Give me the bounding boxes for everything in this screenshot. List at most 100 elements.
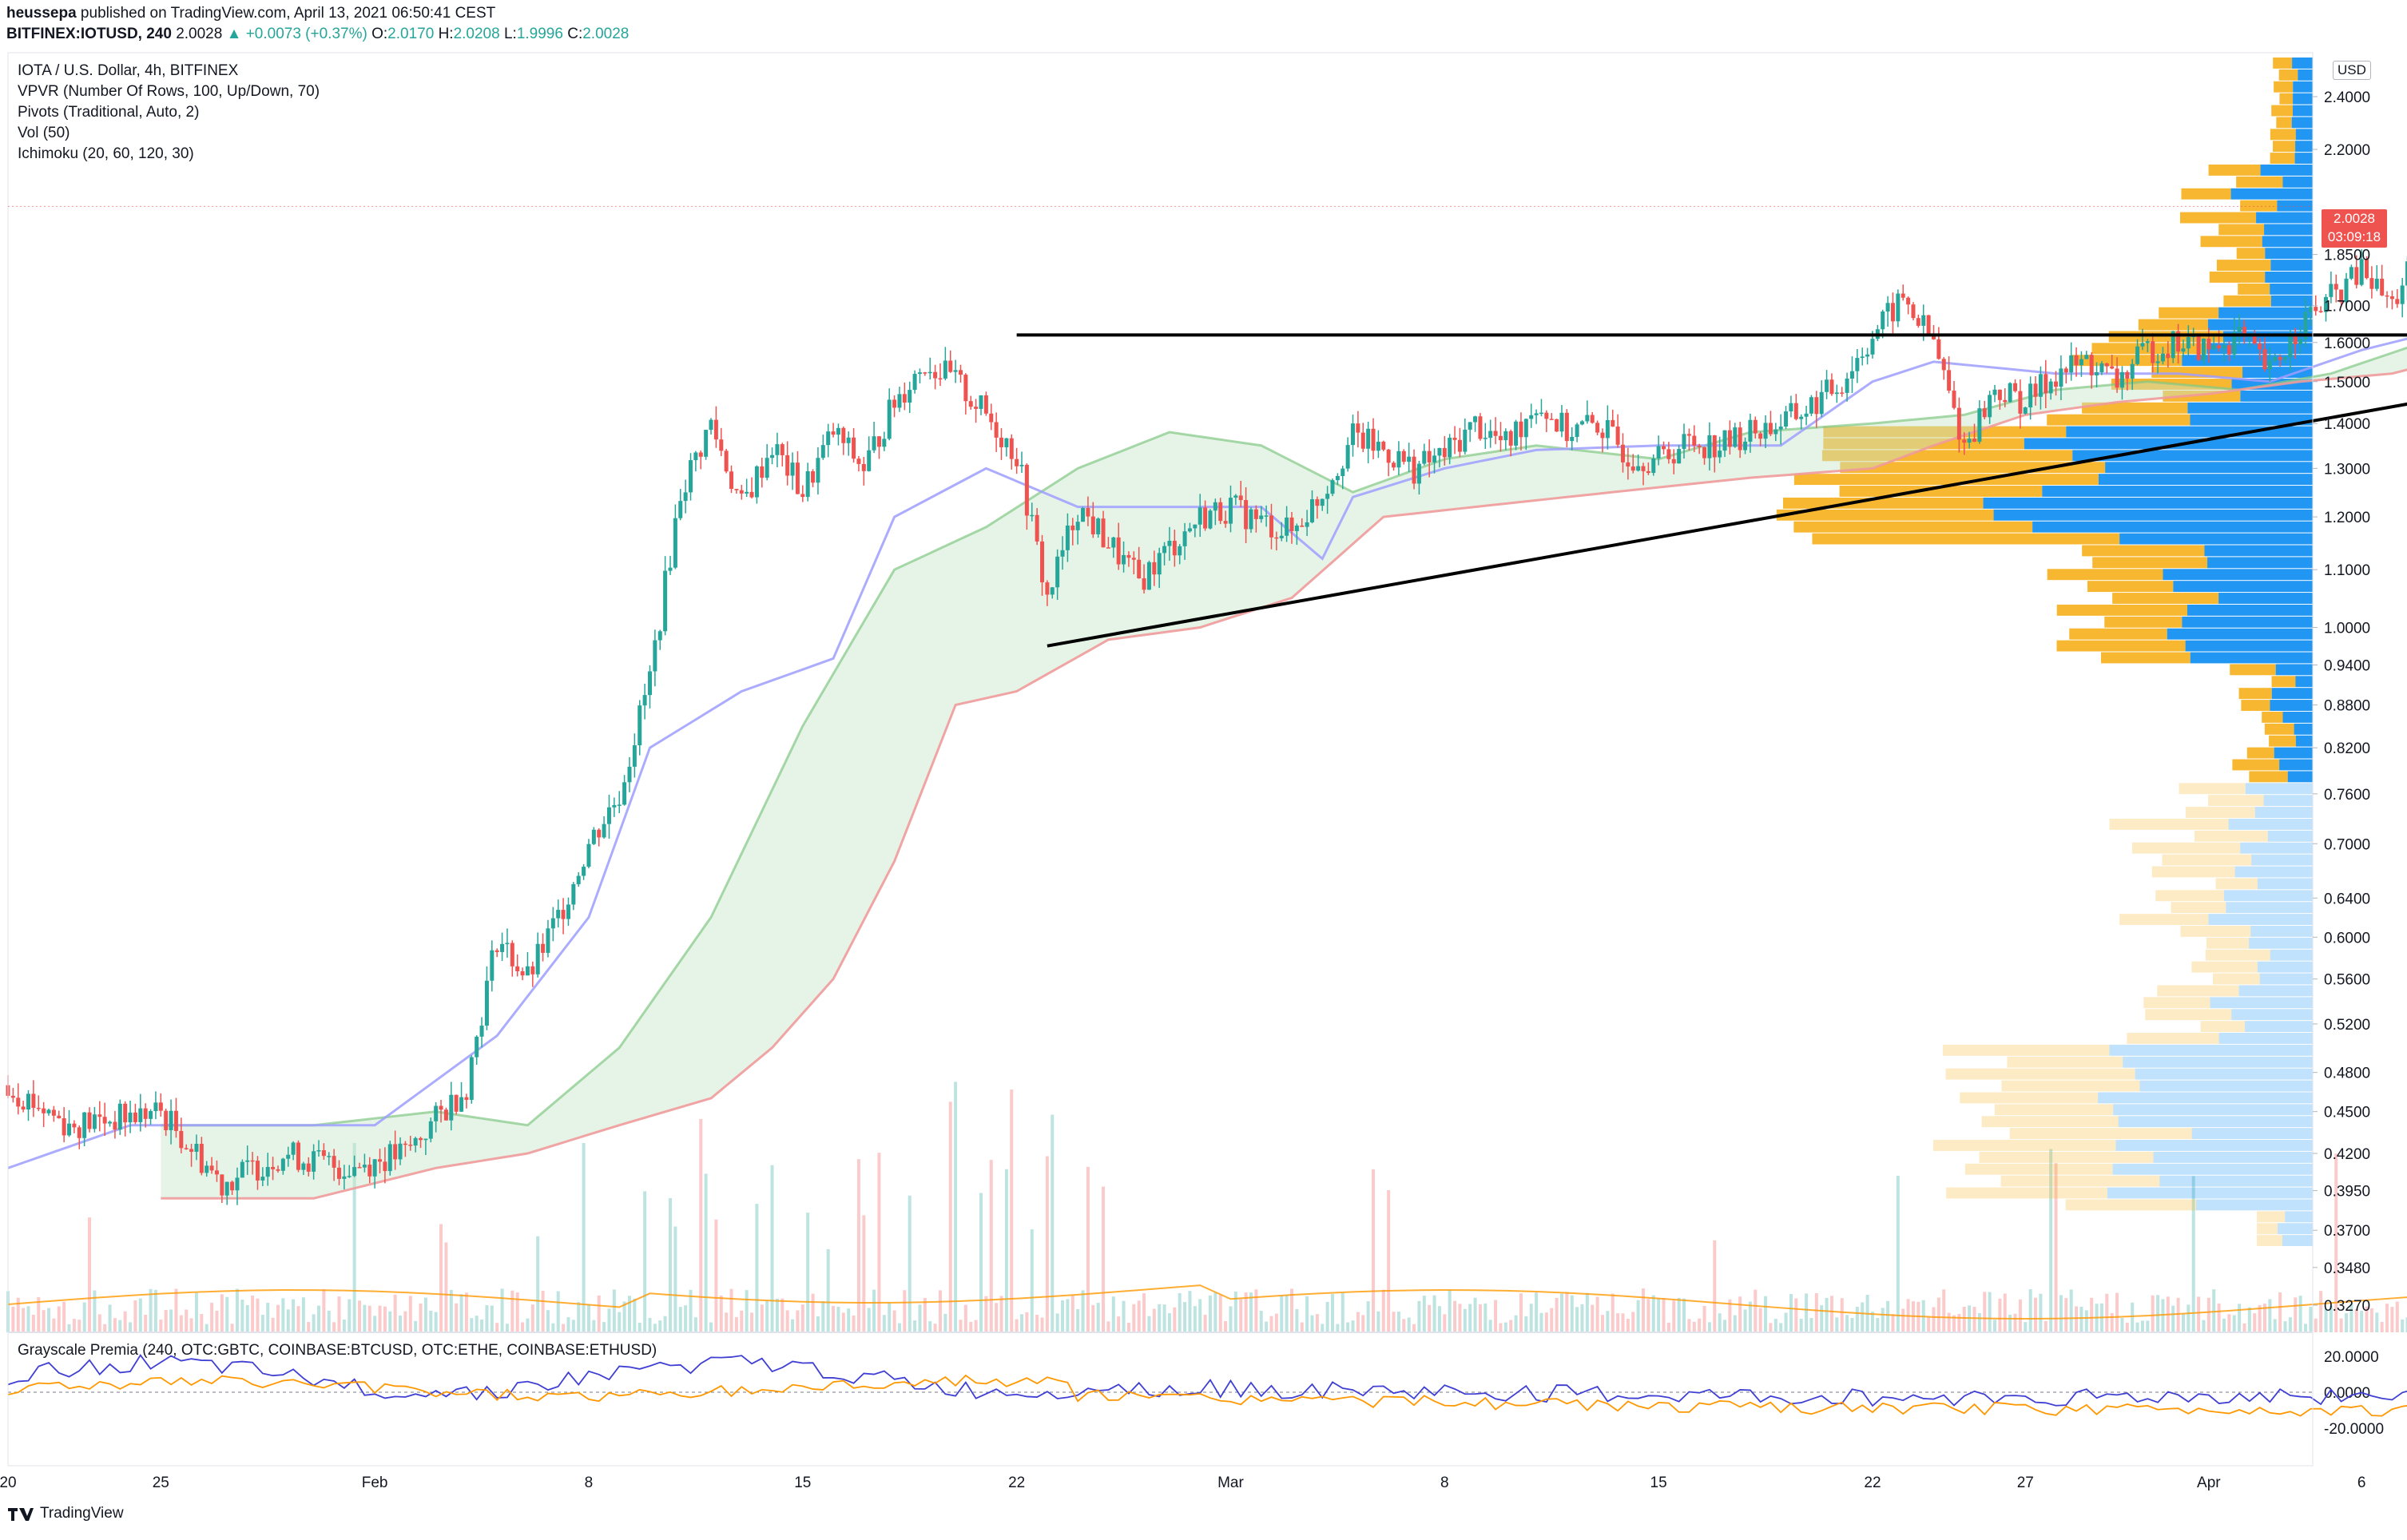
candle-down [983, 395, 988, 414]
volume-bar [602, 1322, 606, 1332]
candle-up [286, 1154, 291, 1159]
candle-up [2038, 374, 2043, 397]
vpvr-up-row [2271, 688, 2313, 700]
volume-bar [200, 1314, 204, 1332]
vpvr-up-row [2270, 283, 2313, 295]
volume-bar [1748, 1301, 1752, 1332]
vpvr-up-row [2264, 224, 2313, 236]
candle-up [1096, 518, 1101, 534]
volume-bar [113, 1318, 117, 1332]
candle-up [820, 445, 825, 458]
volume-bar [1698, 1318, 1702, 1332]
candle-down [102, 1117, 107, 1124]
volume-bar [1529, 1304, 1533, 1332]
time-tick-label: Feb [362, 1475, 388, 1491]
candle-down [1931, 334, 1936, 339]
candle-down [1137, 559, 1142, 579]
time-tick-label: Apr [2197, 1475, 2221, 1491]
volume-bar [220, 1294, 224, 1332]
candle-down [1126, 554, 1131, 558]
volume-bar [2232, 1315, 2236, 1332]
vpvr-down-row [2191, 961, 2258, 973]
symbol-label: BITFINEX:IOTUSD, 240 [6, 26, 172, 42]
volume-bar [1030, 1229, 1034, 1332]
candle-down [861, 463, 866, 471]
candle-down [57, 1115, 62, 1118]
candle-up [709, 419, 713, 431]
time-tick-label: 22 [1864, 1475, 1881, 1491]
candle-up [1488, 431, 1493, 439]
volume-bar [52, 1318, 56, 1332]
volume-bar [2339, 1318, 2343, 1332]
vpvr-down-row [2159, 307, 2219, 319]
candle-up [953, 370, 958, 372]
candle-down [1116, 537, 1121, 565]
publisher-name[interactable]: heussepa [6, 5, 77, 22]
volume-bar [1998, 1298, 2002, 1332]
candle-down [1101, 518, 1106, 548]
candle-up [2211, 345, 2216, 350]
candle-up [2023, 407, 2028, 414]
legend-volume[interactable]: Vol (50) [18, 125, 70, 141]
volume-bar [2120, 1318, 2124, 1332]
volume-bar [2247, 1307, 2251, 1332]
volume-bar [1733, 1315, 1737, 1332]
candle-up [26, 1093, 31, 1110]
price-tick-label: 1.4000 [2324, 416, 2370, 433]
candle-down [1024, 464, 1029, 516]
vpvr-up-row [2159, 1175, 2313, 1187]
volume-bar [1376, 1311, 1380, 1332]
vpvr-up-row [2185, 640, 2313, 652]
indicator-title[interactable]: Grayscale Premia (240, OTC:GBTC, COINBAS… [18, 1342, 657, 1359]
candle-up [790, 462, 795, 476]
candle-up [1407, 456, 1412, 462]
vpvr-up-row [2250, 926, 2313, 937]
candle-down [1768, 423, 1773, 435]
volume-bar [82, 1302, 86, 1332]
candle-up [2084, 355, 2089, 359]
candle-up [668, 567, 673, 571]
vpvr-up-row [2282, 1235, 2313, 1247]
volume-bar [1794, 1298, 1798, 1332]
candle-down [1238, 495, 1243, 501]
volume-bar [2314, 1318, 2318, 1332]
candle-up [1579, 421, 1584, 425]
candle-up [1422, 450, 1427, 464]
volume-bar [47, 1308, 51, 1332]
vpvr-down-row [2257, 1235, 2282, 1247]
legend-pivots[interactable]: Pivots (Traditional, Auto, 2) [18, 104, 200, 121]
candle-up [352, 1167, 357, 1177]
candle-up [912, 374, 917, 391]
candle-up [2201, 338, 2206, 360]
candle-down [1315, 499, 1320, 506]
legend-symbol[interactable]: IOTA / U.S. Dollar, 4h, BITFINEX [18, 62, 239, 79]
legend-vpvr[interactable]: VPVR (Number Of Rows, 100, Up/Down, 70) [18, 83, 320, 100]
volume-bar [2044, 1320, 2048, 1332]
vpvr-up-row [2163, 569, 2313, 581]
volume-bar [2125, 1322, 2129, 1332]
volume-bar [1035, 1315, 1039, 1332]
volume-bar [780, 1298, 784, 1332]
candle-up [606, 807, 611, 824]
candle-down [2380, 278, 2385, 296]
legend-ichimoku[interactable]: Ichimoku (20, 60, 120, 30) [18, 145, 194, 162]
volume-bar [1254, 1289, 1258, 1332]
tradingview-brand[interactable]: TradingView [6, 1505, 124, 1522]
volume-bar [582, 1142, 586, 1332]
candle-down [10, 1095, 15, 1098]
vpvr-down-row [1823, 426, 2067, 438]
candle-down [749, 491, 754, 498]
candle-down [2003, 399, 2008, 403]
volume-bar [2242, 1323, 2246, 1332]
volume-bar [1559, 1293, 1563, 1332]
vpvr-up-row [2270, 700, 2313, 711]
candle-up [943, 360, 947, 379]
candle-down [1090, 516, 1095, 534]
volume-bar [1402, 1319, 1406, 1332]
vpvr-down-row [2162, 854, 2252, 866]
volume-bar [1055, 1313, 1059, 1332]
volume-bar [1769, 1323, 1773, 1332]
currency-badge[interactable]: USD [2333, 61, 2371, 80]
volume-bar [1713, 1240, 1717, 1332]
